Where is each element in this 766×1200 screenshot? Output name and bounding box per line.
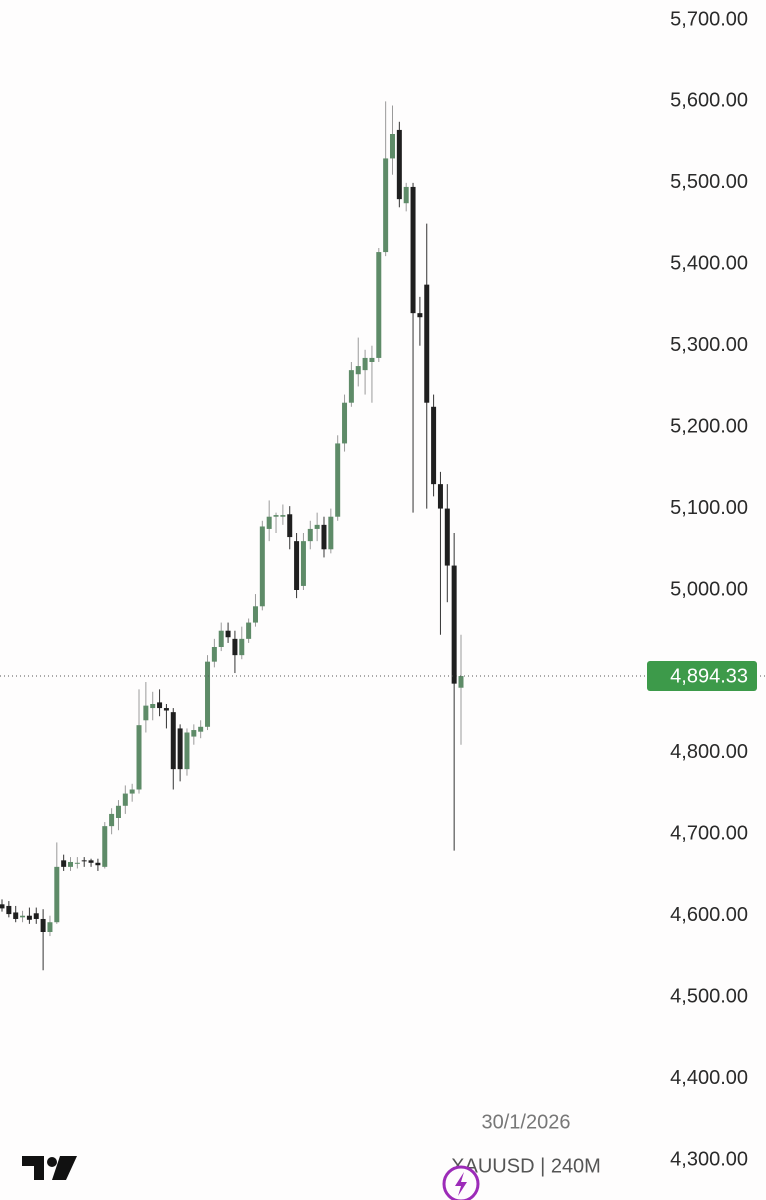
candle-body <box>122 793 128 806</box>
candle-body <box>40 918 46 932</box>
candle-body <box>13 912 19 919</box>
y-tick-label: 4,400.00 <box>670 1067 748 1089</box>
candle-body <box>136 725 142 790</box>
candle-body <box>26 915 32 920</box>
candle-body <box>191 730 197 737</box>
candle-body <box>328 516 334 550</box>
candle-body <box>157 702 163 709</box>
candle-body <box>252 606 258 623</box>
y-tick-label: 5,100.00 <box>670 497 748 519</box>
candle-body <box>6 905 12 915</box>
candle-body <box>0 904 5 909</box>
candle-body <box>170 712 176 770</box>
candle-body <box>143 705 149 721</box>
candle-body <box>389 134 395 159</box>
candle-body <box>376 252 382 358</box>
candle-body <box>205 661 211 727</box>
tradingview-logo <box>22 1156 77 1180</box>
candle-body <box>321 524 327 550</box>
y-tick-label: 5,700.00 <box>670 8 748 30</box>
candle-body <box>458 676 464 688</box>
candle-body <box>109 813 115 827</box>
candle-body <box>33 913 39 919</box>
candle-body <box>74 862 80 864</box>
y-tick-label: 5,000.00 <box>670 578 748 600</box>
y-tick-label: 4,600.00 <box>670 904 748 926</box>
y-tick-label: 5,600.00 <box>670 90 748 112</box>
candle-body <box>68 861 74 867</box>
y-tick-label: 4,300.00 <box>670 1148 748 1170</box>
candle-body <box>314 524 320 529</box>
candle-body <box>342 402 348 444</box>
candle-body <box>177 728 183 770</box>
candle-body <box>184 732 190 770</box>
candle-body <box>95 862 101 866</box>
y-tick-label: 5,500.00 <box>670 171 748 193</box>
y-tick-label: 4,800.00 <box>670 741 748 763</box>
candle-body <box>198 726 204 732</box>
candle-body <box>294 541 300 590</box>
candle-body <box>115 805 121 818</box>
candle-body <box>307 528 313 542</box>
y-tick-label: 4,700.00 <box>670 823 748 845</box>
candle-body <box>211 647 217 662</box>
candle-body <box>300 541 306 586</box>
candle-body <box>335 443 341 517</box>
candle-body <box>348 370 354 403</box>
candle-body <box>369 357 375 362</box>
candle-body <box>218 630 224 647</box>
y-tick-label: 5,400.00 <box>670 253 748 275</box>
candle-body <box>355 366 361 375</box>
candle-body <box>362 357 368 371</box>
candle-body <box>246 622 252 639</box>
candle-body <box>437 484 443 509</box>
candle-body <box>431 406 437 485</box>
candle-body <box>129 789 135 794</box>
candle-body <box>225 630 231 638</box>
candle-body <box>383 158 389 253</box>
candle-body <box>451 565 457 684</box>
candle-body <box>54 866 60 923</box>
candle-body <box>232 638 238 656</box>
candle-body <box>444 508 450 566</box>
candle-body <box>61 860 67 867</box>
symbol-label: XAUUSD | 240M <box>451 1155 601 1177</box>
flash-icon[interactable] <box>442 1165 480 1200</box>
date-label: 30/1/2026 <box>482 1111 571 1133</box>
y-tick-label: 5,300.00 <box>670 334 748 356</box>
candle-body <box>273 515 279 517</box>
candle-body <box>403 186 409 204</box>
last-price-label: 4,894.33 <box>670 665 748 687</box>
candle-body <box>287 514 293 538</box>
last-price-box <box>647 661 757 692</box>
candle-body <box>424 284 430 403</box>
candle-body <box>150 704 156 709</box>
candle-body <box>47 922 53 932</box>
candle-body <box>266 516 272 529</box>
candle-body <box>410 186 416 314</box>
candle-body <box>20 915 26 918</box>
candle-body <box>396 129 402 200</box>
candle-body <box>417 313 423 318</box>
y-tick-label: 4,500.00 <box>670 985 748 1007</box>
candle-body <box>280 515 286 517</box>
candle-body <box>163 708 169 711</box>
y-tick-label: 5,200.00 <box>670 415 748 437</box>
candle-body <box>102 826 108 867</box>
candle-body <box>88 860 94 863</box>
candle-body <box>239 638 245 656</box>
candle-body <box>81 860 87 862</box>
candle-body <box>259 526 265 607</box>
